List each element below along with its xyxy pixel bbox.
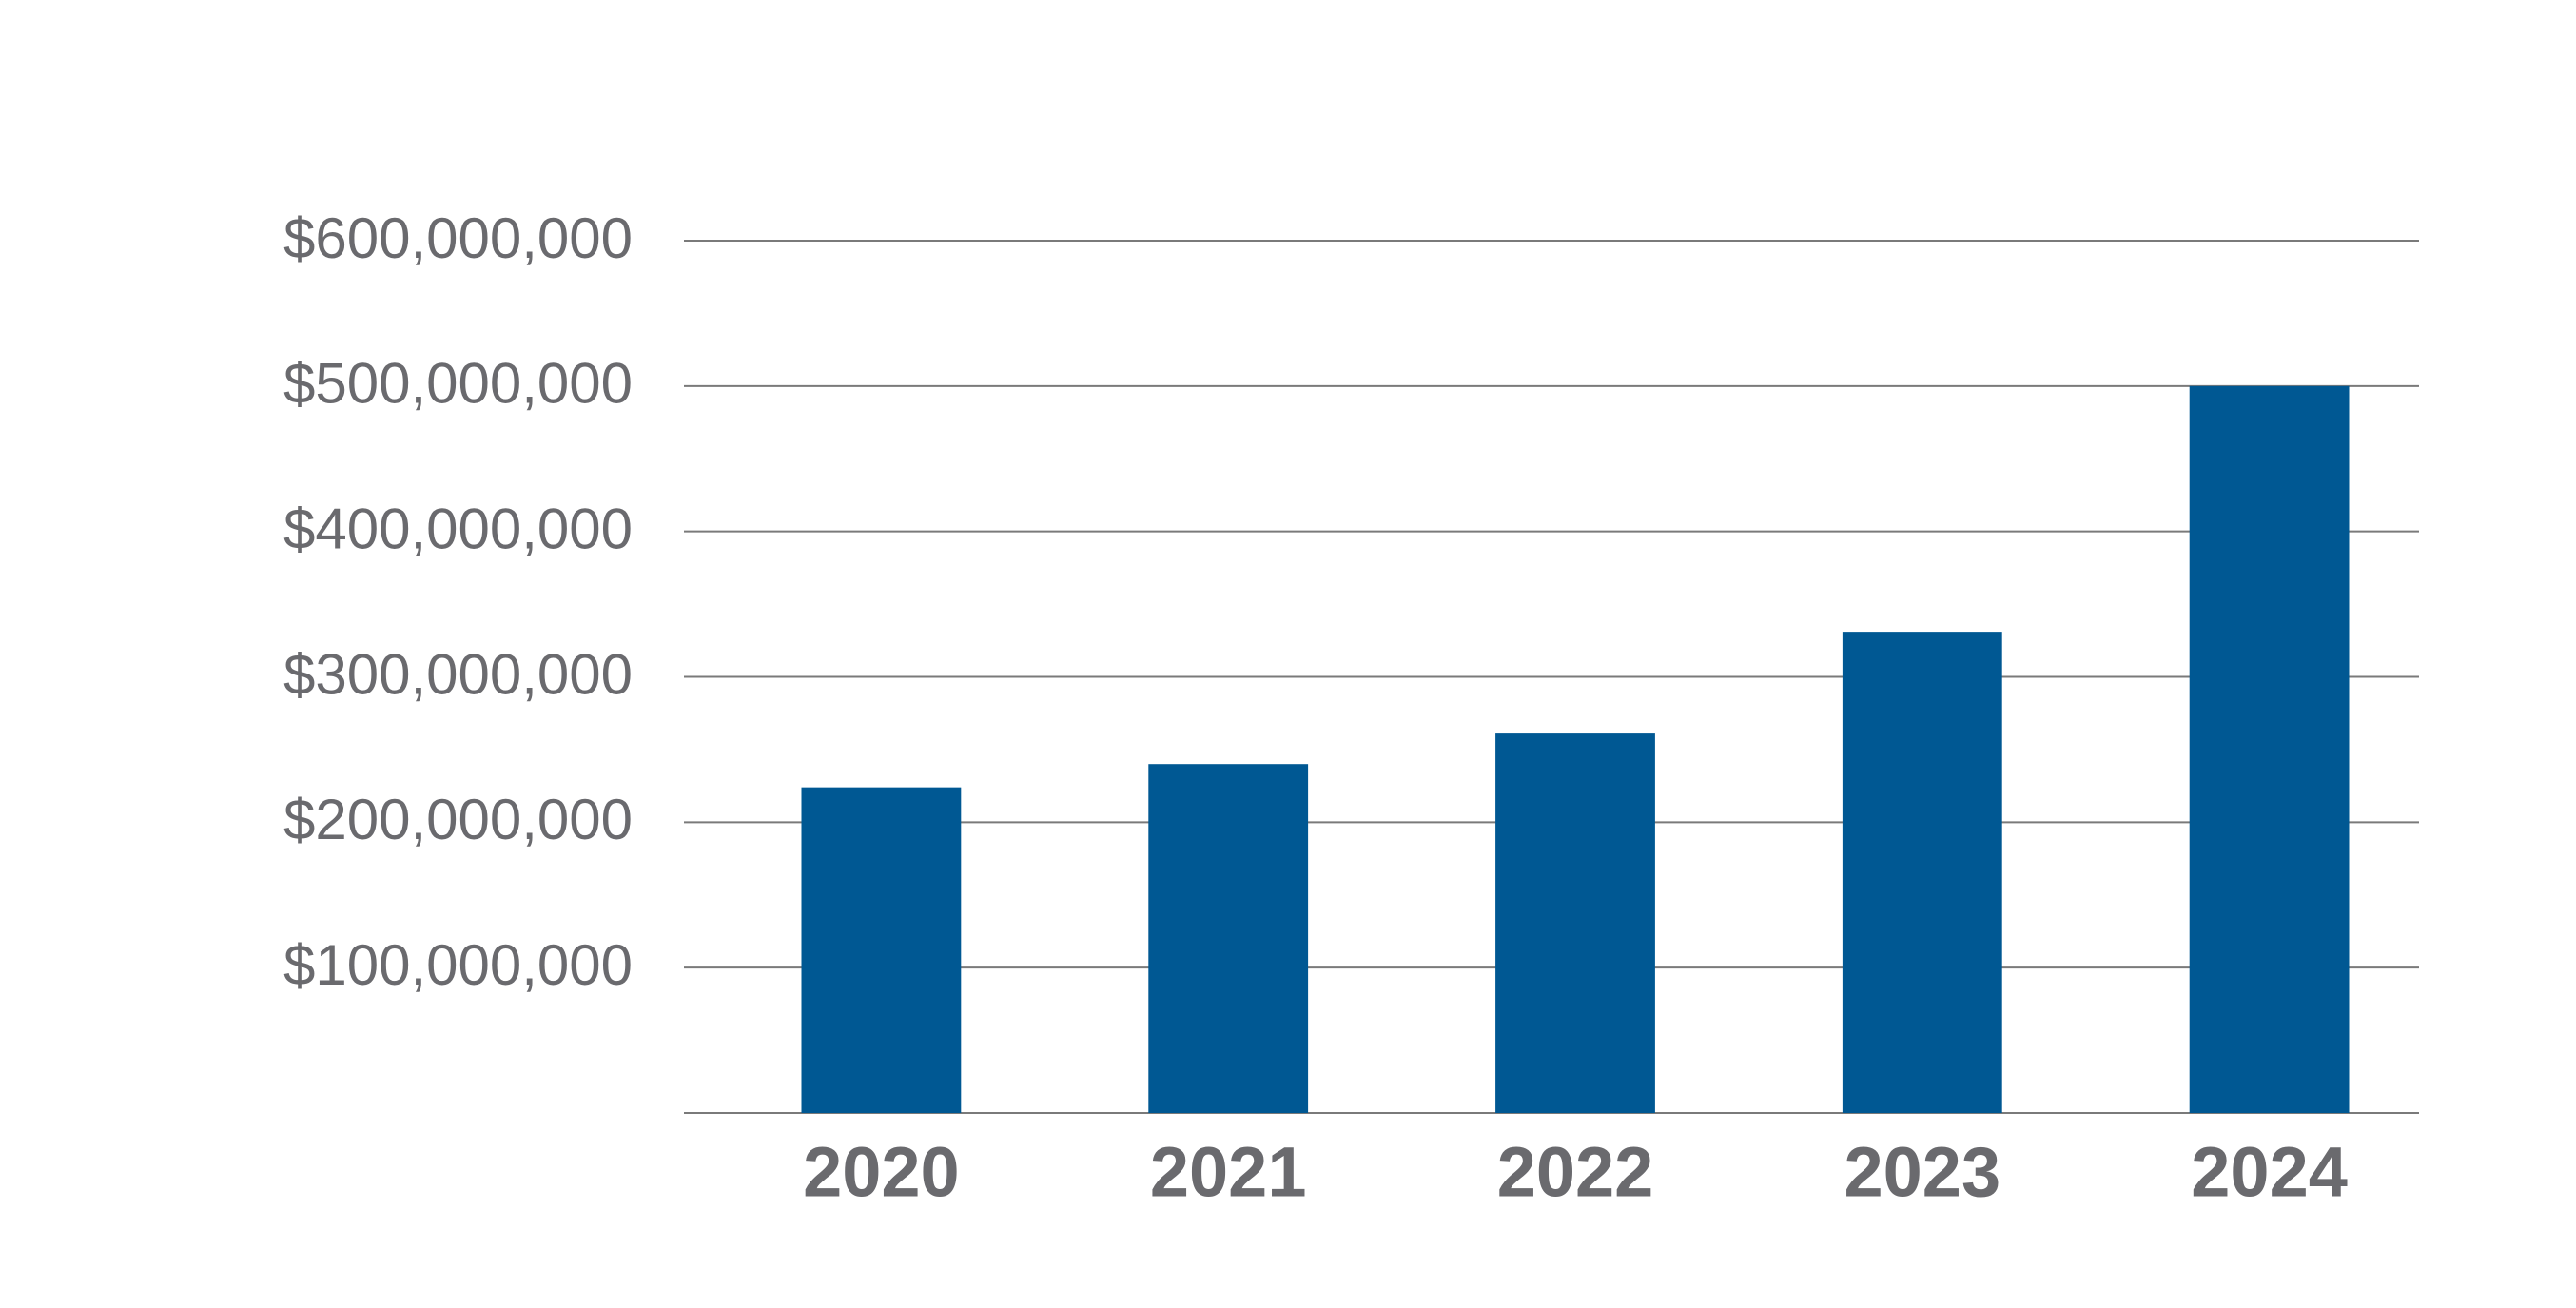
x-tick-label: 2020 <box>803 1133 960 1212</box>
bar <box>1148 764 1309 1113</box>
y-tick-label: $100,000,000 <box>283 933 633 997</box>
x-tick-label: 2021 <box>1150 1133 1307 1212</box>
y-tick-label: $300,000,000 <box>283 642 633 706</box>
bar <box>801 787 962 1113</box>
bar <box>1842 632 2002 1113</box>
y-tick-label: $200,000,000 <box>283 788 633 851</box>
y-tick-label: $500,000,000 <box>283 352 633 416</box>
x-tick-label: 2022 <box>1497 1133 1654 1212</box>
bar <box>1495 733 1655 1113</box>
bar <box>2189 385 2350 1113</box>
y-tick-label: $600,000,000 <box>283 206 633 270</box>
y-tick-label: $400,000,000 <box>283 498 633 561</box>
x-tick-label: 2023 <box>1844 1133 2000 1212</box>
x-tick-label: 2024 <box>2191 1133 2348 1212</box>
